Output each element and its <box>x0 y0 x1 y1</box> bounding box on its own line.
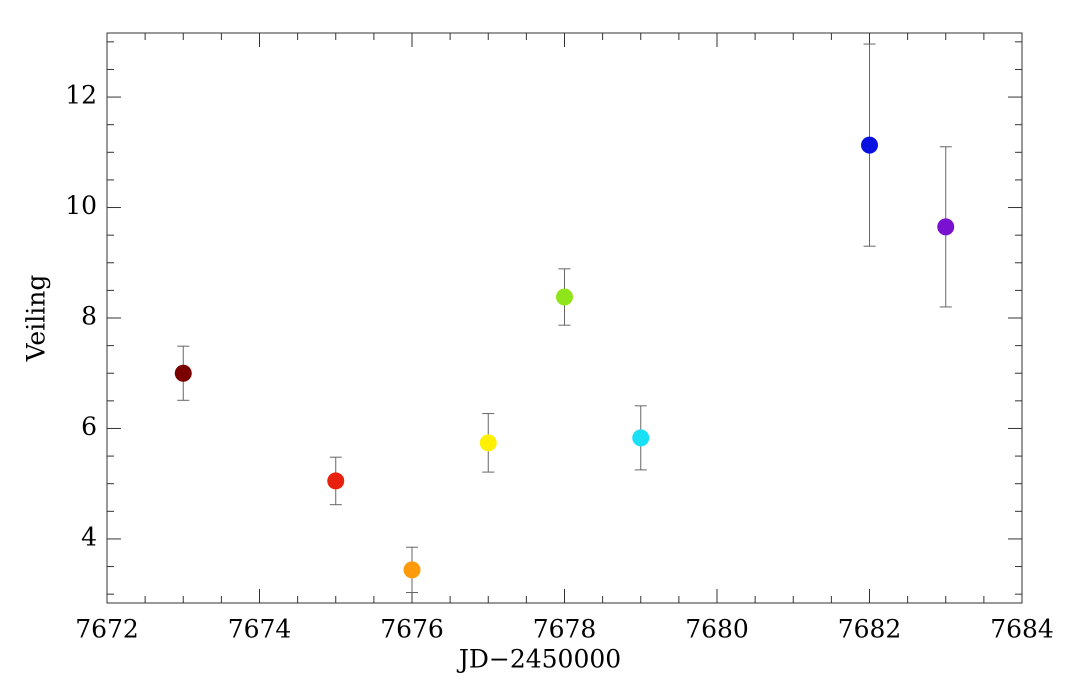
y-tick-label: 10 <box>65 191 97 220</box>
point <box>479 434 497 452</box>
point <box>632 429 650 447</box>
x-axis-label: JD−2450000 <box>456 645 621 674</box>
y-tick-label: 8 <box>81 302 97 331</box>
x-tick-label: 7672 <box>75 615 139 644</box>
x-tick-label: 7684 <box>990 615 1054 644</box>
x-tick-label: 7682 <box>838 615 902 644</box>
x-tick-label: 7678 <box>533 615 597 644</box>
y-tick-label: 4 <box>81 522 97 551</box>
point <box>403 561 421 579</box>
x-tick-label: 7680 <box>685 615 749 644</box>
y-tick-label: 6 <box>81 412 97 441</box>
y-axis-label: Veiling <box>22 275 51 363</box>
point <box>861 136 878 154</box>
y-tick-label: 12 <box>65 81 97 110</box>
point <box>327 472 345 490</box>
x-tick-label: 7674 <box>228 615 292 644</box>
x-tick-label: 7676 <box>380 615 444 644</box>
point <box>937 218 955 236</box>
point <box>174 364 192 382</box>
point <box>556 288 573 306</box>
